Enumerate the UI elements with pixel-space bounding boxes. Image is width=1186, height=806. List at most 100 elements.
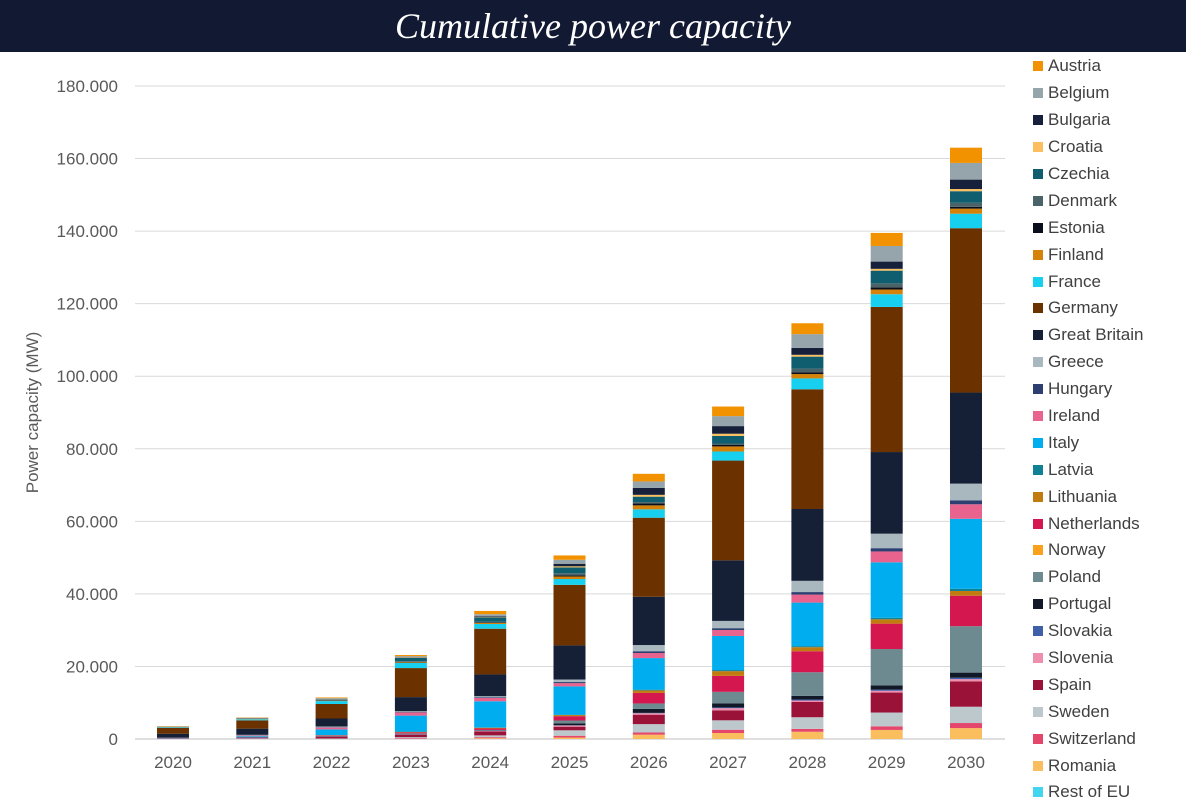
bar-segment-ireland-2027	[712, 630, 744, 636]
x-tick-label: 2021	[233, 753, 271, 772]
bar-segment-hungary-2027	[712, 628, 744, 630]
bar-segment-switzerland-2028	[791, 729, 823, 732]
legend-label: Spain	[1048, 675, 1091, 695]
bar-segment-great-britain-2020	[157, 734, 189, 738]
bar-segment-romania-2027	[712, 733, 744, 739]
legend-item: Denmark	[1033, 187, 1143, 214]
bar-segment-germany-2025	[554, 585, 586, 646]
bar-segment-czechia-2023	[395, 658, 427, 661]
bar-segment-slovakia-2029	[871, 690, 903, 691]
bar-segment-greece-2022	[316, 726, 348, 727]
legend-item: Netherlands	[1033, 510, 1143, 537]
legend-label: Romania	[1048, 756, 1116, 776]
bar-segment-france-2028	[791, 378, 823, 389]
bar-segment-spain-2025	[554, 727, 586, 731]
bar-segment-croatia-2030	[950, 189, 982, 191]
bar-segment-ireland-2023	[395, 712, 427, 715]
bar-segment-netherlands-2026	[633, 693, 665, 704]
legend-item: Italy	[1033, 429, 1143, 456]
bar-segment-slovakia-2021	[236, 737, 268, 738]
legend-item: Slovenia	[1033, 645, 1143, 672]
legend-label: Portugal	[1048, 594, 1111, 614]
bar-segment-czechia-2029	[871, 271, 903, 284]
legend-swatch	[1033, 680, 1043, 690]
legend-label: Great Britain	[1048, 325, 1143, 345]
legend-swatch	[1033, 787, 1043, 797]
bar-segment-belgium-2028	[791, 334, 823, 348]
bar-segment-italy-2028	[791, 603, 823, 647]
legend-swatch	[1033, 572, 1043, 582]
bar-segment-italy-2022	[316, 729, 348, 735]
bar-segment-czechia-2024	[474, 617, 506, 621]
bar-segment-lithuania-2029	[871, 619, 903, 623]
bar-segment-romania-2028	[791, 732, 823, 739]
bar-segment-denmark-2023	[395, 661, 427, 662]
bar-segment-slovenia-2027	[712, 708, 744, 710]
bar-segment-belgium-2026	[633, 481, 665, 488]
bar-segment-ireland-2028	[791, 595, 823, 603]
bar-segment-latvia-2028	[791, 646, 823, 647]
legend-label: Norway	[1048, 540, 1106, 560]
bar-segment-great-britain-2029	[871, 452, 903, 534]
bar-segment-france-2020	[157, 727, 189, 728]
bar-segment-great-britain-2027	[712, 560, 744, 621]
bar-segment-great-britain-2024	[474, 674, 506, 696]
bar-segment-italy-2027	[712, 636, 744, 670]
bar-segment-hungary-2024	[474, 697, 506, 698]
bar-segment-bulgaria-2029	[871, 262, 903, 269]
bar-segment-poland-2025	[554, 720, 586, 723]
legend-swatch	[1033, 438, 1043, 448]
legend-label: Sweden	[1048, 702, 1109, 722]
legend-swatch	[1033, 357, 1043, 367]
legend-label: Slovenia	[1048, 648, 1113, 668]
bar-segment-ireland-2025	[554, 683, 586, 686]
bar-segment-poland-2027	[712, 692, 744, 704]
bar-segment-germany-2020	[157, 728, 189, 734]
bar-segment-romania-2024	[474, 738, 506, 739]
bar-segment-hungary-2025	[554, 682, 586, 683]
bar-segment-estonia-2029	[871, 287, 903, 289]
bar-segment-czechia-2027	[712, 436, 744, 444]
bar-segment-italy-2024	[474, 701, 506, 727]
legend-label: Hungary	[1048, 379, 1112, 399]
y-tick-label: 120.000	[57, 295, 118, 314]
legend-label: Austria	[1048, 56, 1101, 76]
bar-segment-croatia-2027	[712, 434, 744, 436]
bar-segment-ireland-2024	[474, 698, 506, 701]
bar-segment-finland-2023	[395, 662, 427, 663]
legend-label: Bulgaria	[1048, 110, 1110, 130]
legend-item: Finland	[1033, 241, 1143, 268]
legend-label: Estonia	[1048, 218, 1105, 238]
legend-swatch	[1033, 115, 1043, 125]
legend-swatch	[1033, 519, 1043, 529]
bar-segment-latvia-2027	[712, 670, 744, 671]
bar-segment-hungary-2028	[791, 592, 823, 595]
legend-swatch	[1033, 277, 1043, 287]
legend-label: Poland	[1048, 567, 1101, 587]
bar-segment-finland-2027	[712, 446, 744, 451]
bar-segment-belgium-2022	[316, 698, 348, 699]
bar-segment-netherlands-2028	[791, 651, 823, 672]
bar-segment-sweden-2030	[950, 707, 982, 723]
legend-item: Croatia	[1033, 134, 1143, 161]
bar-segment-denmark-2024	[474, 622, 506, 623]
bar-segment-bulgaria-2024	[474, 616, 506, 617]
bar-segment-great-britain-2021	[236, 729, 268, 735]
legend-swatch	[1033, 599, 1043, 609]
bar-segment-lithuania-2025	[554, 715, 586, 716]
bar-segment-italy-2030	[950, 519, 982, 589]
legend-label: Latvia	[1048, 460, 1093, 480]
bar-segment-austria-2028	[791, 323, 823, 334]
bar-segment-sweden-2025	[554, 730, 586, 735]
bar-segment-latvia-2026	[633, 690, 665, 691]
y-tick-label: 40.000	[66, 585, 118, 604]
bar-segment-lithuania-2024	[474, 728, 506, 729]
bar-segment-latvia-2029	[871, 618, 903, 619]
bar-segment-denmark-2022	[316, 700, 348, 701]
bar-segment-czechia-2025	[554, 567, 586, 573]
legend-label: Germany	[1048, 298, 1118, 318]
bar-segment-netherlands-2025	[554, 716, 586, 720]
bar-segment-finland-2024	[474, 623, 506, 624]
legend-item: Austria	[1033, 53, 1143, 80]
bar-segment-portugal-2030	[950, 673, 982, 678]
